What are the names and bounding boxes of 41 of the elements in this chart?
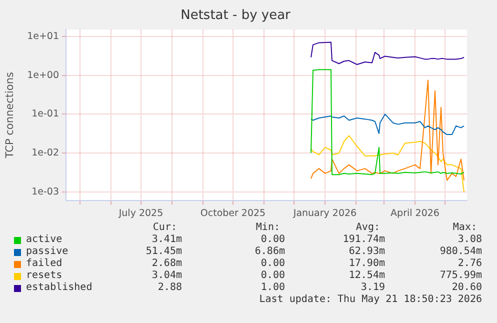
text: 775.99m [440, 270, 482, 282]
text: 0.00 [260, 258, 285, 270]
legend-label: resets [26, 270, 62, 282]
text: 980.54m [440, 246, 482, 258]
text: Cur: [152, 222, 177, 234]
y-tick-label: 1e+01 [27, 30, 59, 42]
text: 12.54m [348, 270, 385, 282]
chart-title: Netstat - by year [180, 8, 292, 24]
y-tick-label: 1e-01 [32, 108, 59, 120]
text: 1.00 [260, 282, 285, 294]
x-tick-label: January 2026 [292, 208, 357, 219]
text: Last update: Thu May 21 18:50:23 2026 [259, 294, 482, 306]
text: 0.00 [260, 234, 285, 246]
text: 51.45m [146, 246, 182, 258]
y-tick-label: 1e-02 [32, 148, 59, 159]
x-tick-label: July 2025 [118, 208, 164, 219]
text: 2.68m [152, 258, 182, 270]
legend-label: active [26, 234, 62, 246]
x-tick-label: October 2025 [200, 208, 266, 219]
text: 191.74m [342, 234, 385, 246]
text: 2.88 [158, 282, 182, 294]
text: 3.41m [152, 234, 182, 246]
text: 62.93m [348, 246, 385, 258]
text: 0.00 [260, 270, 285, 282]
text: 6.86m [254, 246, 285, 258]
text: 3.04m [152, 270, 182, 282]
text: 3.19 [360, 282, 385, 294]
text: Avg: [356, 222, 380, 234]
y-tick-label: 1e+00 [27, 70, 59, 81]
text: Min: [256, 222, 280, 234]
y-axis-title: TCP connections [4, 72, 16, 160]
legend-label: established [26, 282, 92, 294]
legend-label: passive [26, 246, 68, 258]
text: 17.90m [348, 258, 385, 270]
x-tick-label: April 2026 [390, 208, 440, 219]
y-tick-label: 1e-03 [32, 186, 59, 198]
text: 2.76 [458, 258, 482, 270]
text: Max: [452, 222, 477, 234]
text: 20.60 [452, 282, 482, 294]
text: 3.08 [458, 234, 482, 246]
legend-label: failed [26, 258, 62, 270]
